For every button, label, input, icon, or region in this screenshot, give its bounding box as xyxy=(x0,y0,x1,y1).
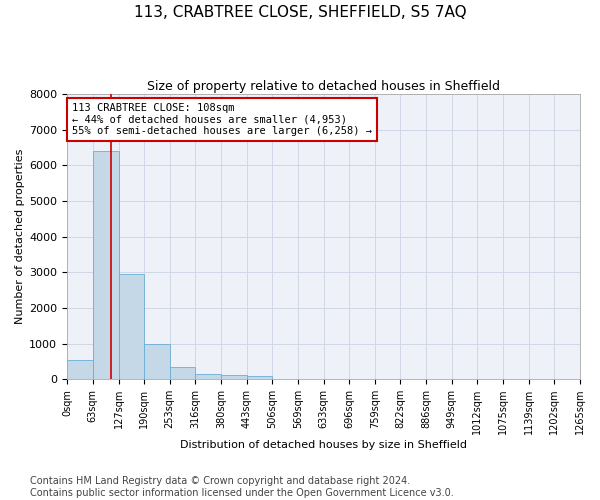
Bar xyxy=(221,376,247,379)
X-axis label: Distribution of detached houses by size in Sheffield: Distribution of detached houses by size … xyxy=(180,440,467,450)
Bar xyxy=(247,376,272,379)
Bar xyxy=(92,151,119,379)
Text: 113 CRABTREE CLOSE: 108sqm
← 44% of detached houses are smaller (4,953)
55% of s: 113 CRABTREE CLOSE: 108sqm ← 44% of deta… xyxy=(72,102,372,136)
Bar xyxy=(170,367,195,379)
Bar xyxy=(195,374,221,379)
Y-axis label: Number of detached properties: Number of detached properties xyxy=(15,149,25,324)
Bar xyxy=(67,360,92,379)
Bar xyxy=(272,378,298,379)
Bar xyxy=(119,274,144,379)
Text: Contains HM Land Registry data © Crown copyright and database right 2024.
Contai: Contains HM Land Registry data © Crown c… xyxy=(30,476,454,498)
Title: Size of property relative to detached houses in Sheffield: Size of property relative to detached ho… xyxy=(147,80,500,93)
Bar xyxy=(144,344,170,379)
Text: 113, CRABTREE CLOSE, SHEFFIELD, S5 7AQ: 113, CRABTREE CLOSE, SHEFFIELD, S5 7AQ xyxy=(134,5,466,20)
